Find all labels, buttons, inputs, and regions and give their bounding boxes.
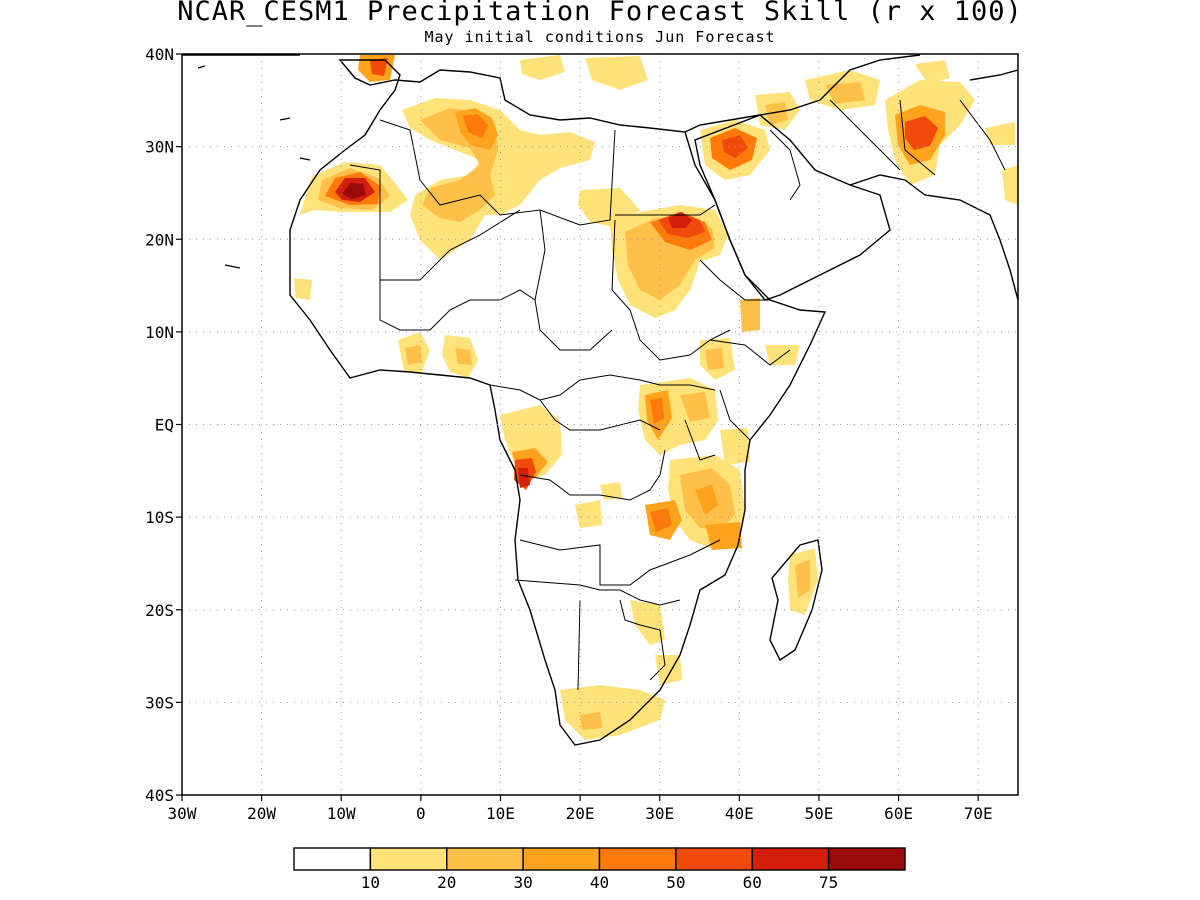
colorbar-swatch bbox=[293, 847, 372, 871]
lat-label: 20S bbox=[145, 601, 174, 620]
lon-label: 20W bbox=[247, 804, 276, 823]
colorbar-tick-label: 40 bbox=[590, 873, 609, 892]
lon-label: 40E bbox=[725, 804, 754, 823]
colorbar-swatch bbox=[369, 847, 448, 871]
colorbar-swatch bbox=[751, 847, 830, 871]
lat-label: 10N bbox=[145, 323, 174, 342]
coastlines bbox=[182, 54, 1018, 746]
skill-shading bbox=[294, 55, 1018, 740]
lon-label: 30W bbox=[168, 804, 197, 823]
colorbar-swatch bbox=[446, 847, 524, 871]
map-subtitle: May initial conditions Jun Forecast bbox=[424, 28, 776, 46]
grid-lines bbox=[182, 54, 1018, 795]
lat-label: 10S bbox=[145, 508, 174, 527]
latitude-axis: 40N 30N 20N 10N EQ 10S 20S 30S 40S bbox=[145, 45, 174, 805]
lon-label: 70E bbox=[964, 804, 993, 823]
longitude-axis: 30W 20W 10W 0 10E 20E 30E 40E 50E 60E 70E bbox=[168, 804, 993, 823]
lat-label: 40S bbox=[145, 786, 174, 805]
colorbar-tick-label: 10 bbox=[361, 873, 380, 892]
lon-label: 10W bbox=[327, 804, 356, 823]
colorbar-swatch bbox=[522, 847, 601, 871]
lon-label: 0 bbox=[416, 804, 426, 823]
lat-label: 40N bbox=[145, 45, 174, 64]
plot-frame bbox=[181, 53, 1019, 796]
colorbar-tick-label: 60 bbox=[743, 873, 762, 892]
lat-label: EQ bbox=[155, 416, 174, 435]
lat-label: 30S bbox=[145, 693, 174, 712]
colorbar-labels: 10 20 30 40 50 60 75 bbox=[361, 873, 839, 892]
colorbar-swatch bbox=[598, 847, 677, 871]
lon-label: 60E bbox=[884, 804, 913, 823]
lat-label: 30N bbox=[145, 138, 174, 157]
country-borders bbox=[349, 99, 1006, 691]
colorbar-tick-label: 75 bbox=[819, 873, 838, 892]
map-title: NCAR_CESM1 Precipitation Forecast Skill … bbox=[177, 0, 1023, 27]
lat-label: 20N bbox=[145, 230, 174, 249]
colorbar-tick-label: 30 bbox=[513, 873, 532, 892]
lon-label: 20E bbox=[566, 804, 595, 823]
lon-label: 30E bbox=[645, 804, 674, 823]
colorbar-swatch bbox=[827, 847, 906, 871]
lon-label: 10E bbox=[486, 804, 515, 823]
colorbar-tick-label: 50 bbox=[666, 873, 685, 892]
lon-label: 50E bbox=[804, 804, 833, 823]
colorbar bbox=[293, 847, 906, 871]
colorbar-swatch bbox=[675, 847, 753, 871]
colorbar-tick-label: 20 bbox=[437, 873, 456, 892]
